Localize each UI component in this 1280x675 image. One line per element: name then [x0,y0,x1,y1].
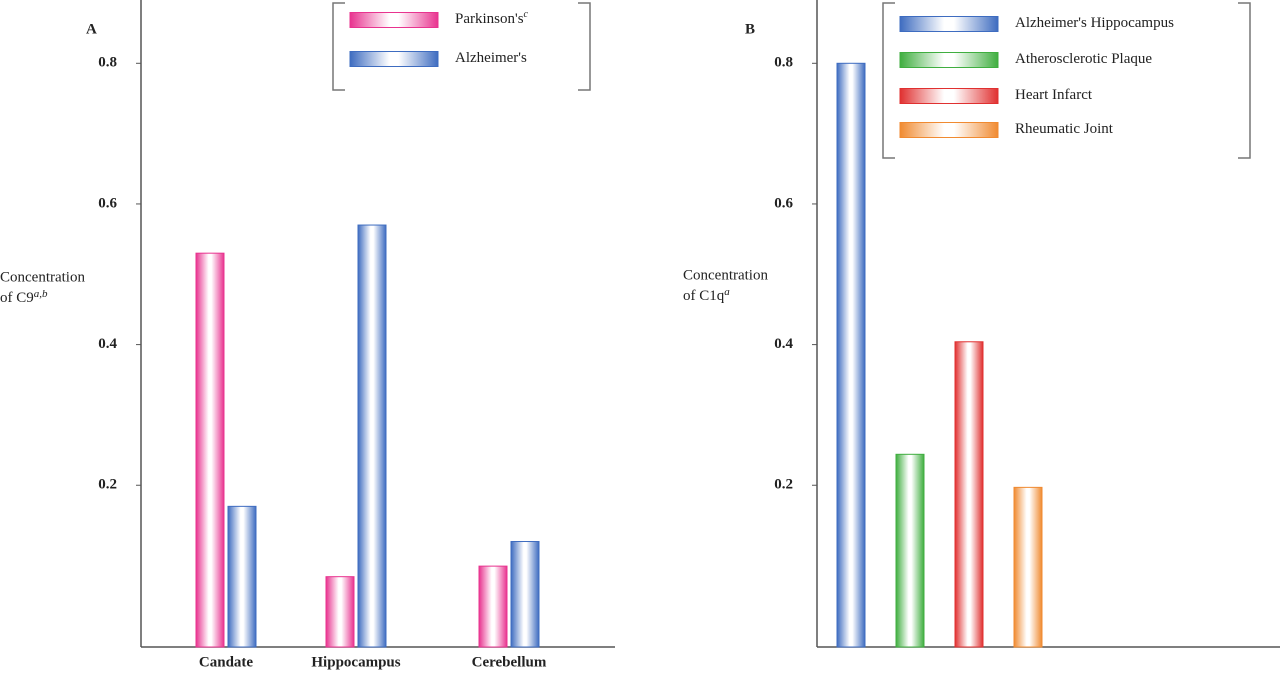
bar [895,453,925,648]
legend-label-name: Parkinson's [455,11,524,27]
legend-label-name: Alzheimer's Hippocampus [1015,15,1174,31]
bar [836,62,866,648]
legend-label: Atherosclerotic Plaque [1015,51,1152,67]
bar [510,541,540,648]
legend-label-superscript: c [524,9,529,20]
y-tick-label: 0.8 [98,55,117,71]
legend-label: Alzheimer's [455,50,527,66]
legend-label-name: Alzheimer's [455,50,527,66]
panel-label: A [86,21,97,37]
legend-swatch [899,88,999,104]
bar [1013,486,1043,648]
legend-label-name: Heart Infarct [1015,87,1093,103]
y-axis-label-superscript: a,b [34,288,48,300]
y-axis-label-line: of C1q [683,288,725,304]
bar [357,224,387,648]
y-axis-label: Concentration [0,269,85,285]
bar [195,252,225,648]
legend-label: Rheumatic Joint [1015,121,1114,137]
bar [325,576,355,648]
legend-label: Parkinson'sc [455,9,529,27]
bar [954,341,984,648]
legend-swatch [349,12,439,28]
y-axis-label-superscript: a [724,286,730,298]
legend-label: Heart Infarct [1015,87,1093,103]
legend-swatch [899,52,999,68]
legend-swatch [899,16,999,32]
x-tick-label: Cerebellum [472,654,547,670]
x-tick-label: Hippocampus [311,654,400,670]
y-axis-label: of C9a,b [0,288,48,307]
y-axis-label: of C1qa [683,286,730,305]
legend-label: Alzheimer's Hippocampus [1015,15,1174,31]
y-tick-label: 0.4 [774,336,793,352]
legend-swatch [899,122,999,138]
x-tick-label: Candate [199,654,254,670]
y-tick-label: 0.6 [98,195,117,211]
legend-frame [332,2,591,91]
y-tick-label: 0.6 [774,195,793,211]
legend-label-name: Atherosclerotic Plaque [1015,51,1152,67]
legend-label-name: Rheumatic Joint [1015,121,1114,137]
y-tick-label: 0.8 [774,55,793,71]
bar [227,505,257,648]
y-axis-label-line: of C9 [0,290,34,306]
legend-swatch [349,51,439,67]
y-tick-label: 0.2 [774,477,793,493]
bar [478,565,508,648]
y-axis-label: Concentration [683,267,768,283]
y-tick-label: 0.4 [98,336,117,352]
panel-label: B [745,21,755,37]
y-tick-label: 0.2 [98,477,117,493]
legend-frame [882,2,1251,159]
